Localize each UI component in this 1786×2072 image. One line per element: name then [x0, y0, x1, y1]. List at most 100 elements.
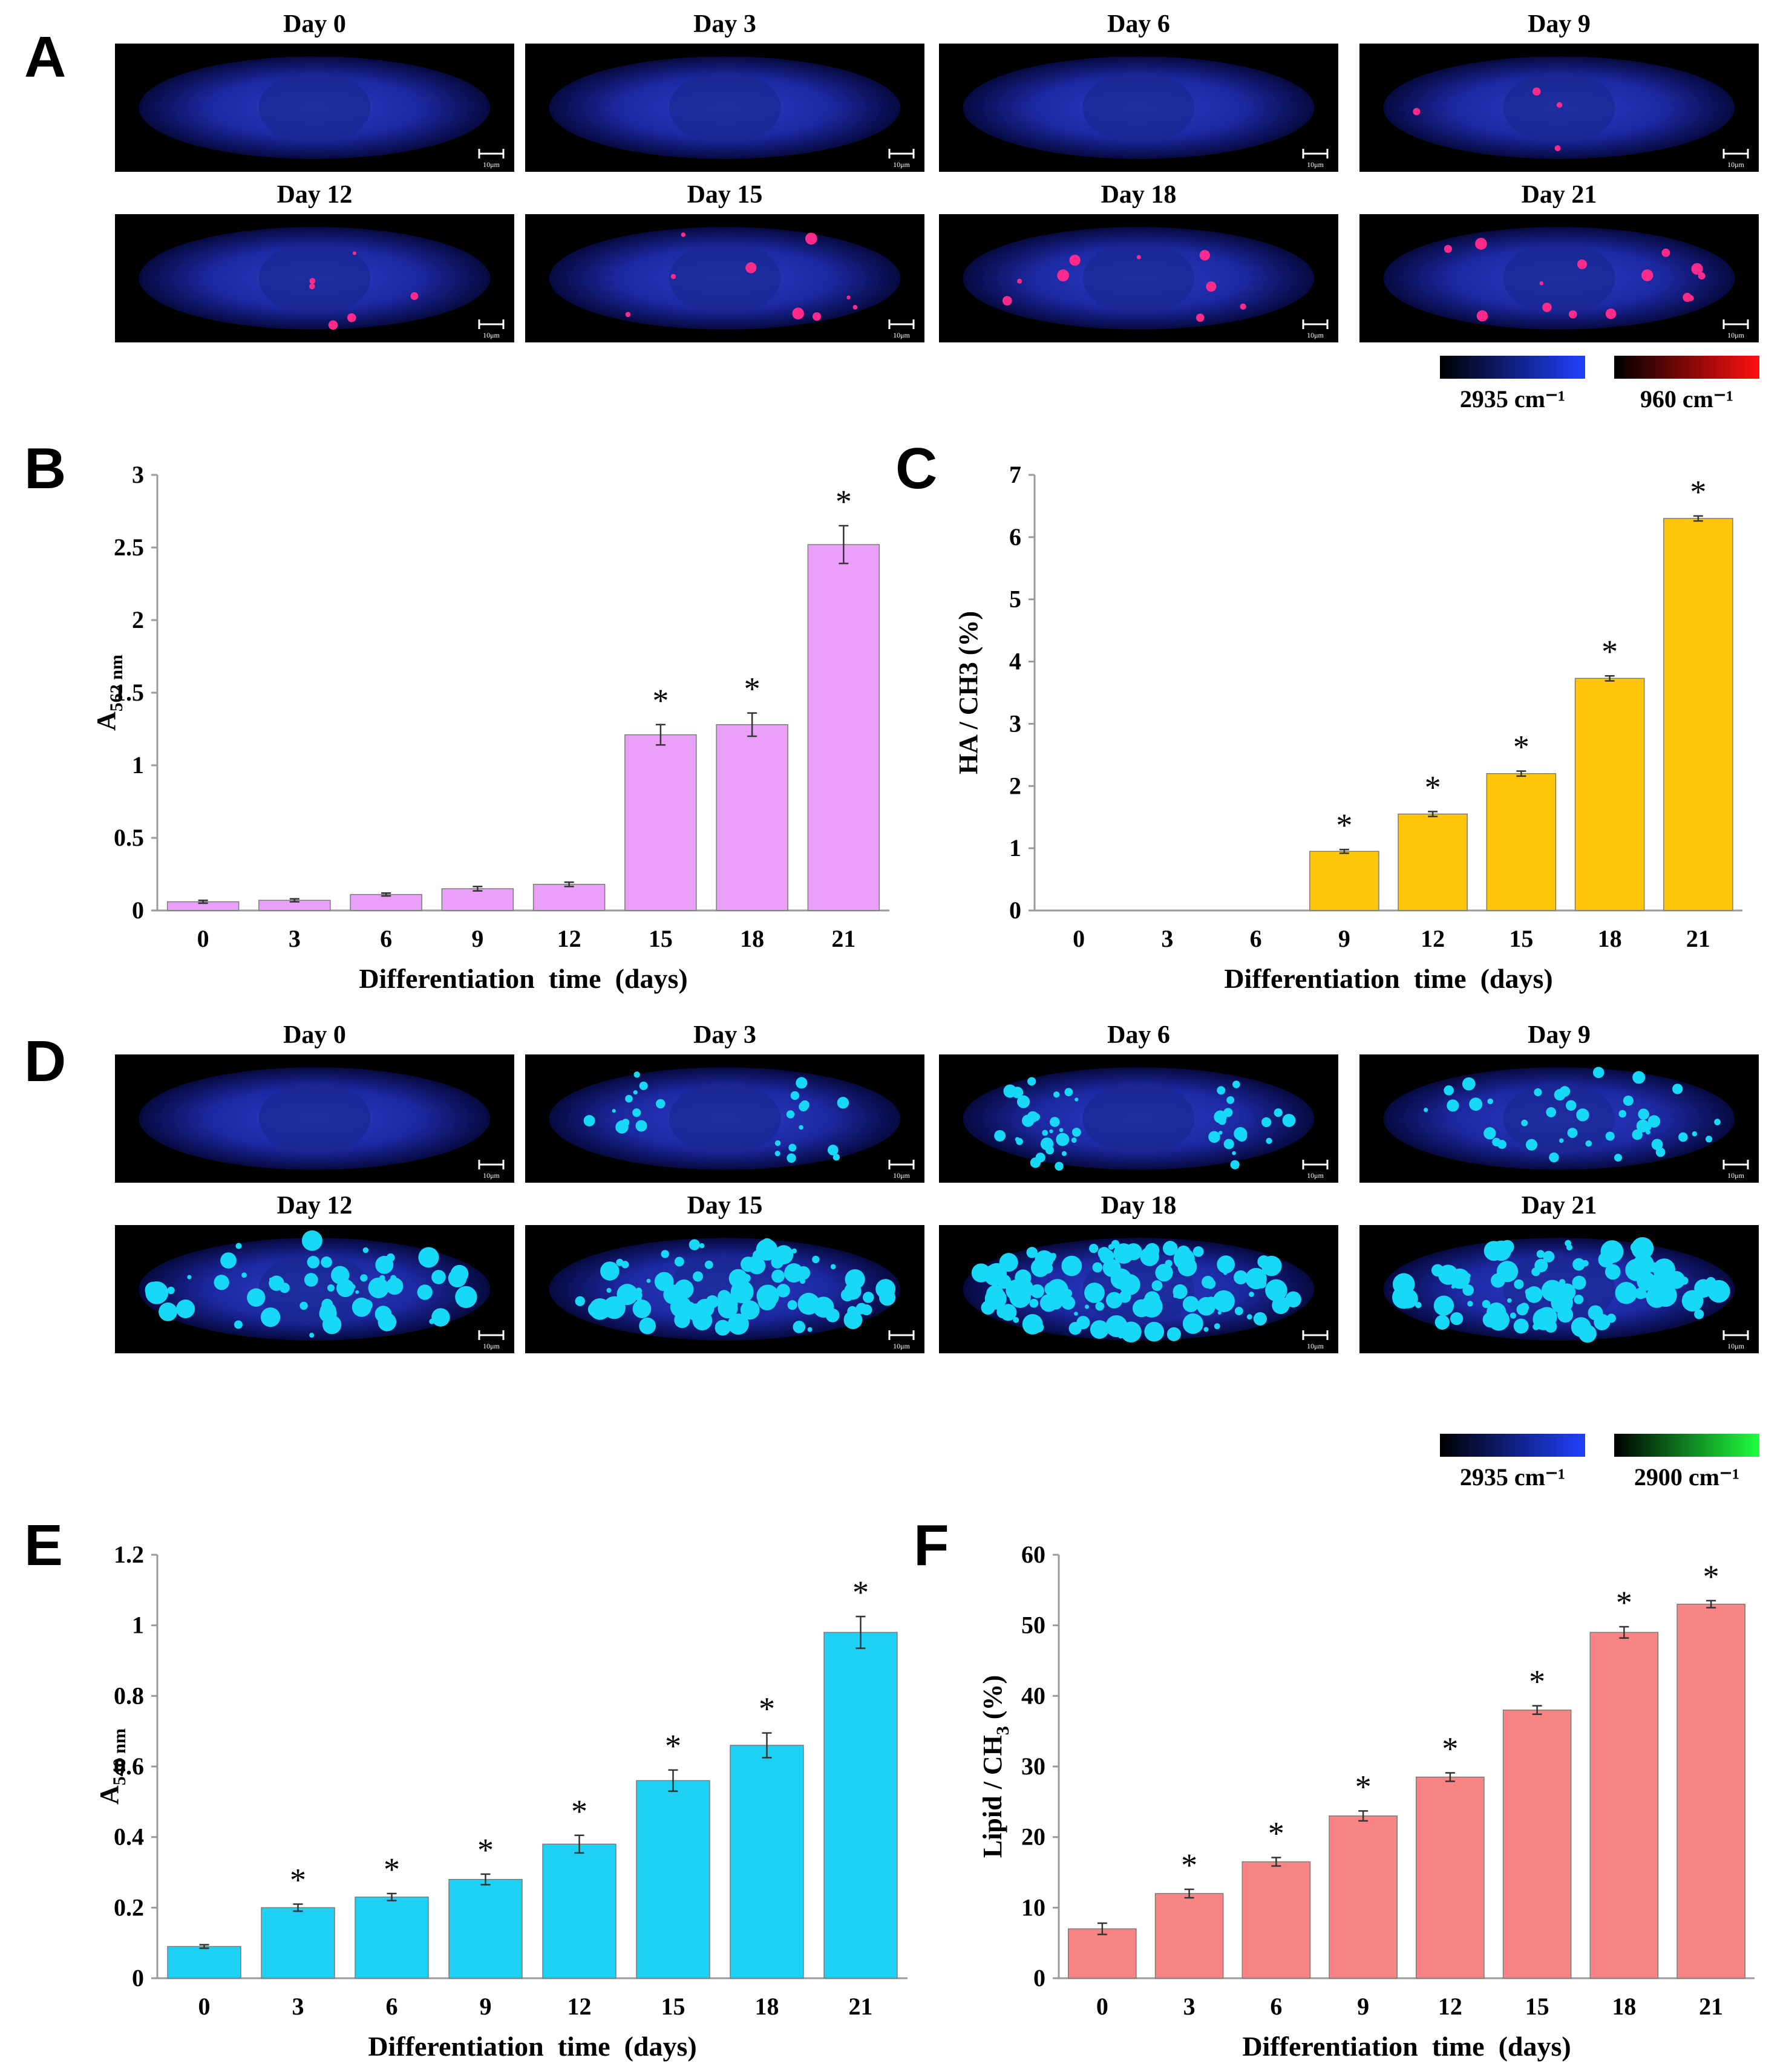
lipid-droplet: [661, 1250, 669, 1258]
lipid-droplet: [1173, 1248, 1195, 1270]
lipid-droplet: [1246, 1314, 1252, 1320]
error-bar: [855, 1615, 866, 1649]
lipid-droplet: [1090, 1320, 1109, 1339]
panel-letter-d: D: [24, 1029, 67, 1094]
x-tick-label: 6: [1270, 1993, 1282, 2020]
cell-nucleus: [1082, 71, 1195, 144]
lipid-droplet: [1144, 1321, 1165, 1342]
lipid-droplet: [1578, 1324, 1597, 1343]
significance-asterisk: *: [852, 1574, 869, 1610]
lipid-droplet: [1232, 1151, 1236, 1155]
bar: [1154, 1893, 1224, 1979]
mineral-spot: [1017, 278, 1022, 284]
mineral-spot: [1556, 102, 1563, 108]
lipid-droplet: [813, 1296, 834, 1318]
raman-image: 10μm: [115, 44, 514, 172]
lipid-droplet: [1483, 1127, 1496, 1140]
colorbar: [1614, 1434, 1759, 1457]
lipid-droplet: [1029, 1298, 1039, 1308]
lipid-droplet: [331, 1266, 350, 1284]
bar: [1241, 1861, 1311, 1979]
x-tick-label: 15: [649, 925, 673, 952]
scale-bar: 10μm: [1722, 1160, 1749, 1180]
y-tick-label: 2: [132, 606, 144, 633]
y-tick-label: 1: [132, 1612, 144, 1639]
scale-bar-line: [1722, 1160, 1749, 1169]
scale-bar-label: 10μm: [483, 1342, 500, 1350]
error-bar: [387, 1892, 397, 1901]
scale-bar: 10μm: [1722, 319, 1749, 339]
lipid-droplet: [600, 1261, 620, 1281]
lipid-droplet: [1115, 1249, 1127, 1261]
lipid-droplet: [1071, 1128, 1081, 1137]
lipid-droplet: [1105, 1315, 1128, 1338]
significance-asterisk: *: [1703, 1558, 1719, 1595]
bar-chart-b: 0 0.5 1 1.5 2 2.5 3 0 3 6 9 12 * 15 * 18 * 21 Differentiat…: [91, 461, 889, 994]
mineral-spot: [625, 312, 631, 318]
lipid-droplet: [1491, 1240, 1512, 1261]
lipid-droplet: [1223, 1139, 1234, 1149]
lipid-droplet: [1647, 1115, 1661, 1128]
lipid-droplet: [1588, 1305, 1603, 1321]
bar: [1663, 518, 1733, 911]
lipid-droplet: [861, 1304, 872, 1316]
scale-bar: 10μm: [478, 149, 505, 169]
mineral-spot: [1136, 255, 1141, 260]
lipid-droplet: [1487, 1098, 1493, 1105]
lipid-droplet: [832, 1154, 840, 1161]
lipid-droplet: [1510, 1312, 1517, 1319]
panel-letter-c: C: [895, 436, 938, 501]
lipid-droplet: [1652, 1270, 1674, 1292]
mineral-spot: [347, 313, 356, 322]
lipid-droplet: [1074, 1312, 1078, 1316]
lipid-droplet: [1592, 1067, 1604, 1079]
scale-bar-label: 10μm: [1307, 331, 1324, 339]
lipid-droplet: [1462, 1077, 1476, 1091]
lipid-droplet: [1266, 1137, 1272, 1145]
y-tick-label: 10: [1021, 1894, 1045, 1921]
lipid-droplet: [1576, 1108, 1589, 1122]
lipid-droplet: [1223, 1108, 1233, 1117]
lipid-droplet: [1047, 1253, 1056, 1262]
x-tick-label: 0: [198, 1993, 211, 2020]
lipid-droplet: [269, 1275, 284, 1291]
lipid-droplet: [1605, 1131, 1615, 1141]
image-title: Day 0: [283, 1021, 346, 1049]
scale-bar-line: [1302, 149, 1329, 159]
mineral-spot: [1199, 250, 1210, 261]
scale-bar-line: [478, 319, 505, 329]
scale-bar: 10μm: [1722, 149, 1749, 169]
x-tick-label: 18: [755, 1993, 779, 2020]
scale-bar-label: 10μm: [1727, 160, 1744, 169]
error-bar: [1097, 1922, 1107, 1935]
image-title: Day 12: [276, 181, 353, 209]
lipid-droplet: [843, 1310, 863, 1330]
lipid-droplet: [1606, 1313, 1616, 1323]
x-tick-label: 3: [289, 925, 301, 952]
lipid-droplet: [418, 1247, 439, 1268]
raman-image: 10μm: [1359, 44, 1759, 172]
colorbar: [1614, 356, 1759, 379]
lipid-droplet: [1424, 1108, 1428, 1113]
lipid-droplet: [1450, 1312, 1464, 1325]
lipid-droplet: [1559, 1279, 1566, 1286]
raman-image: 10μm: [939, 214, 1338, 342]
lipid-droplet: [774, 1151, 780, 1157]
x-tick-label: 12: [1438, 1993, 1462, 2020]
scale-bar-label: 10μm: [893, 160, 910, 169]
scale-bar: 10μm: [888, 1330, 915, 1350]
lipid-droplet: [1706, 1276, 1716, 1287]
lipid-droplet: [355, 1290, 359, 1294]
significance-asterisk: *: [571, 1793, 587, 1829]
lipid-droplet: [845, 1269, 865, 1290]
lipid-droplet: [386, 1277, 404, 1295]
lipid-droplet: [1696, 1301, 1701, 1306]
lipid-droplet: [1672, 1083, 1683, 1094]
raman-image: 10μm: [525, 44, 924, 172]
lipid-droplet: [693, 1271, 704, 1282]
raman-image: 10μm: [525, 214, 924, 342]
lipid-droplet: [327, 1284, 335, 1292]
y-axis-label: A540 nm: [94, 1728, 129, 1805]
significance-asterisk: *: [836, 483, 852, 520]
scale-bar: 10μm: [1722, 1330, 1749, 1350]
